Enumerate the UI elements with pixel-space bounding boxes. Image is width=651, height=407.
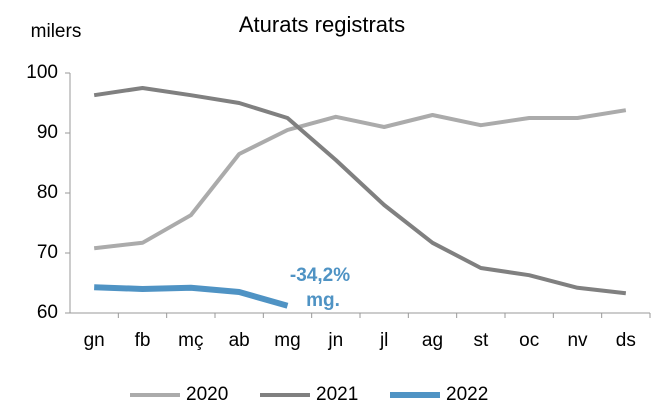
y-tick-label: 70 [37,242,58,263]
x-tick-label: ag [422,330,443,351]
line-series [93,108,627,251]
line-series [93,86,627,296]
y-tick-label: 60 [37,302,58,323]
x-tick-label: fb [135,330,151,351]
legend-label: 2022 [446,384,488,405]
x-tick-label: ds [616,330,636,351]
y-tick-label: 90 [37,122,58,143]
x-tick-label: nv [567,330,588,351]
y-tick-label: 80 [37,182,58,203]
x-tick-label: jl [379,330,388,351]
x-tick-label: st [473,330,489,351]
legend-label: 2020 [186,384,228,405]
annotation: -34,2% [290,265,350,286]
x-tick-label: ab [229,330,250,351]
x-tick-label: mg [274,330,300,351]
y-tick-label: 100 [26,62,58,83]
x-tick-label: mç [178,330,203,351]
chart-title: Aturats registrats [239,12,405,37]
line-series [94,284,289,309]
x-tick-label: jn [327,330,343,351]
annotation: mg. [306,290,340,311]
x-tick-label: oc [519,330,539,351]
x-tick-label: gn [84,330,105,351]
legend-label: 2021 [316,384,358,405]
y-axis-label: milers [31,21,82,42]
